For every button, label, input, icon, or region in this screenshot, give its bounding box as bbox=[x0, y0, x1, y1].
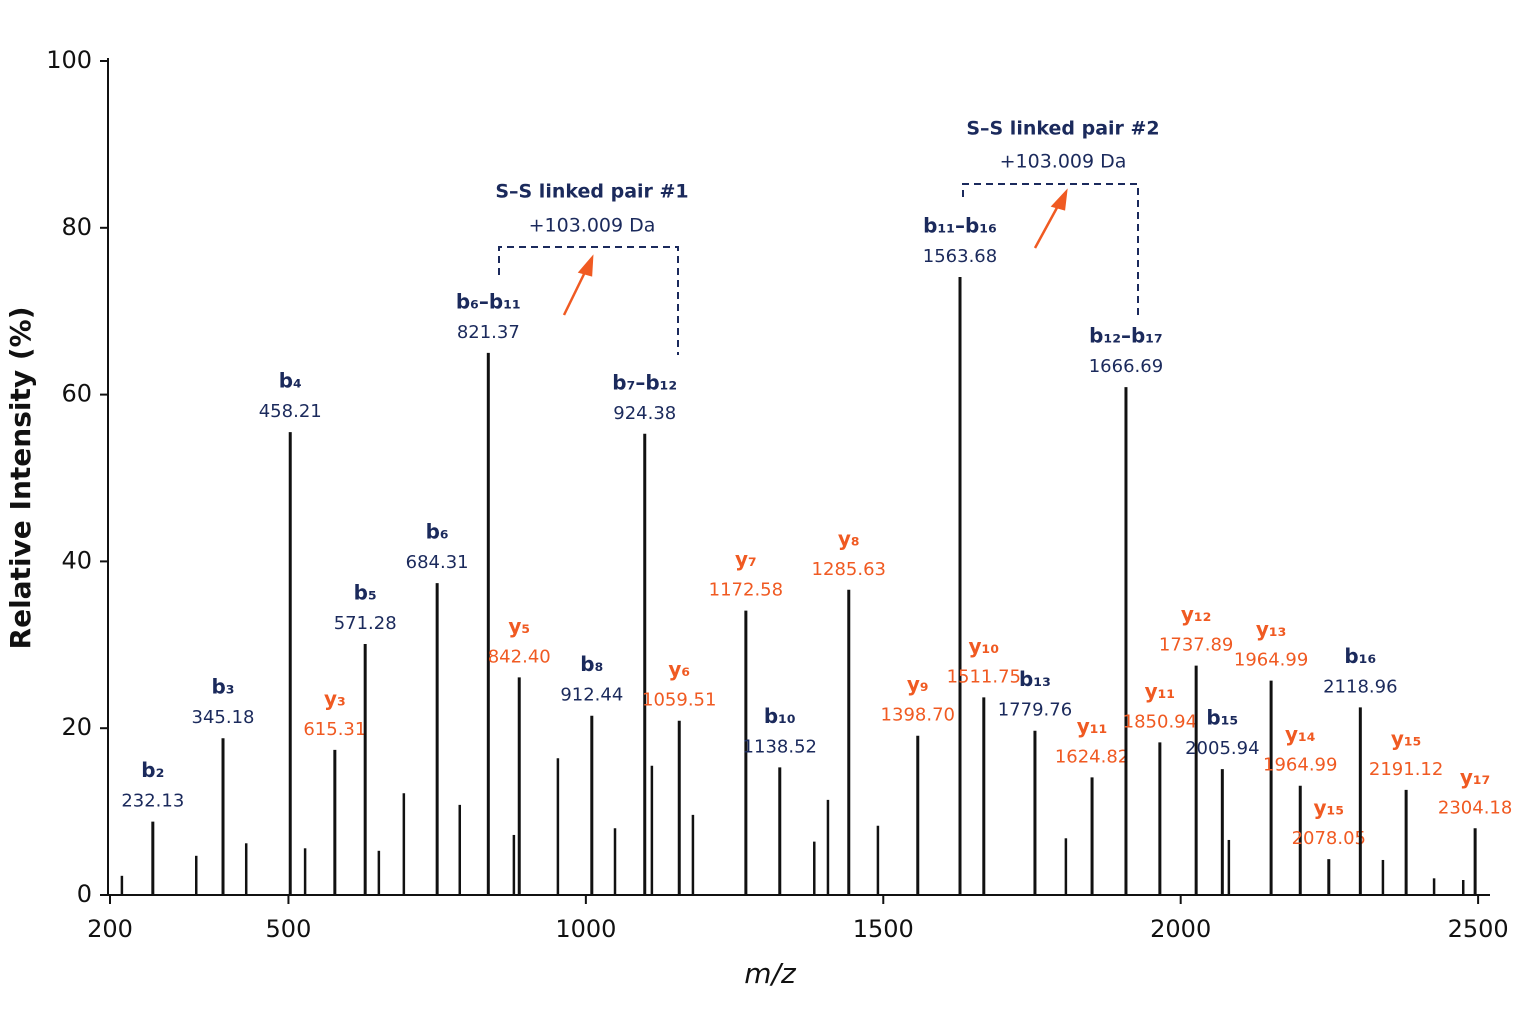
peak-mz: 2078.05 bbox=[1292, 828, 1366, 849]
peak-ion: y₆ bbox=[668, 657, 690, 681]
peak-ion: y₁₀ bbox=[969, 634, 1000, 658]
x-tick-label: 1500 bbox=[853, 915, 914, 943]
peak-mz: 912.44 bbox=[560, 685, 623, 706]
peak-ion: y₃ bbox=[324, 686, 346, 710]
peak-ion: b₆–b₁₁ bbox=[456, 289, 521, 313]
peak-mz: 1138.52 bbox=[743, 736, 817, 757]
peak-ion: y₉ bbox=[907, 672, 929, 696]
peak-mz: 1398.70 bbox=[881, 705, 955, 726]
peak-ion: y₅ bbox=[508, 614, 530, 638]
x-tick-label: 200 bbox=[87, 915, 133, 943]
peak-ion: b₃ bbox=[211, 675, 234, 699]
peak-mz: 1511.75 bbox=[947, 666, 1021, 687]
peak-ion: y₁₇ bbox=[1460, 765, 1491, 789]
peak-ion: y₈ bbox=[838, 526, 860, 550]
peak-ion: y₁₁ bbox=[1145, 679, 1176, 703]
peak-ion: b₁₅ bbox=[1206, 706, 1238, 730]
peak-mz: 2118.96 bbox=[1323, 676, 1397, 697]
x-tick-label: 2000 bbox=[1150, 915, 1211, 943]
peak-mz: 1059.51 bbox=[642, 690, 716, 711]
y-tick-label: 0 bbox=[77, 880, 92, 908]
peak-mz: 684.31 bbox=[406, 552, 469, 573]
pair-bracket bbox=[498, 183, 1139, 355]
peak-mz: 2304.18 bbox=[1438, 797, 1512, 818]
y-tick-label: 60 bbox=[61, 380, 92, 408]
peak-ion: b₁₂–b₁₇ bbox=[1089, 324, 1163, 348]
peak-mz: 1563.68 bbox=[923, 246, 997, 267]
peak-mz: 345.18 bbox=[192, 707, 255, 728]
peak-mz: 615.31 bbox=[303, 719, 366, 740]
peak-ion: y₇ bbox=[735, 547, 757, 571]
pair-shift: +103.009 Da bbox=[1000, 151, 1127, 173]
peak-mz: 2005.94 bbox=[1185, 738, 1259, 759]
x-tick-label: 1000 bbox=[555, 915, 616, 943]
peak-ion: b₇–b₁₂ bbox=[612, 370, 677, 394]
peak-mz: 1285.63 bbox=[812, 559, 886, 580]
peak-ion: b₁₆ bbox=[1344, 644, 1376, 668]
peak-ion: y₁₂ bbox=[1181, 602, 1212, 626]
peak-mz: 1779.76 bbox=[998, 700, 1072, 721]
peak-mz: 1624.82 bbox=[1055, 746, 1129, 767]
peak-ion: y₁₄ bbox=[1285, 722, 1316, 746]
peak-ion: y₁₁ bbox=[1077, 714, 1108, 738]
peak-ion: y₁₅ bbox=[1391, 726, 1422, 750]
y-tick-label: 100 bbox=[46, 46, 92, 74]
y-tick-label: 80 bbox=[61, 213, 92, 241]
x-tick-label: 2500 bbox=[1448, 915, 1509, 943]
peak-ion: b₆ bbox=[426, 520, 449, 544]
peak-mz: 2191.12 bbox=[1369, 759, 1443, 780]
peak-mz: 1850.94 bbox=[1123, 711, 1197, 732]
y-tick-label: 40 bbox=[61, 546, 92, 574]
peak-mz: 1172.58 bbox=[709, 580, 783, 601]
peak-mz: 821.37 bbox=[457, 322, 520, 343]
peak-ion: b₁₃ bbox=[1019, 667, 1051, 691]
pair-shift: +103.009 Da bbox=[529, 215, 656, 237]
peak-mz: 842.40 bbox=[488, 646, 551, 667]
peak-ion: b₁₁–b₁₆ bbox=[923, 214, 997, 238]
peak-ion: b₂ bbox=[141, 758, 164, 782]
x-axis-label: m/z bbox=[744, 957, 797, 990]
peak-mz: 232.13 bbox=[121, 791, 184, 812]
peak-ion: y₁₅ bbox=[1314, 796, 1345, 820]
y-tick-label: 20 bbox=[61, 713, 92, 741]
pair-title: S–S linked pair #2 bbox=[966, 118, 1159, 140]
peak-mz: 1964.99 bbox=[1263, 755, 1337, 776]
peak-mz: 1666.69 bbox=[1089, 356, 1163, 377]
peak-ion: b₁₀ bbox=[764, 704, 796, 728]
x-tick-label: 500 bbox=[266, 915, 312, 943]
peak-mz: 571.28 bbox=[334, 613, 397, 634]
peak-mz: 924.38 bbox=[613, 403, 676, 424]
peak-mz: 1737.89 bbox=[1159, 635, 1233, 656]
peak-ion: y₁₃ bbox=[1256, 617, 1287, 641]
pair-arrow bbox=[562, 188, 1068, 316]
peak-ion: b₅ bbox=[354, 580, 377, 604]
peak-mz: 1964.99 bbox=[1234, 650, 1308, 671]
y-axis-label: Relative Intensity (%) bbox=[4, 307, 37, 650]
peak-mz: 458.21 bbox=[259, 401, 322, 422]
peak-ion: b₈ bbox=[580, 652, 603, 676]
pair-title: S–S linked pair #1 bbox=[495, 181, 688, 203]
peak-ion: b₄ bbox=[279, 369, 302, 393]
